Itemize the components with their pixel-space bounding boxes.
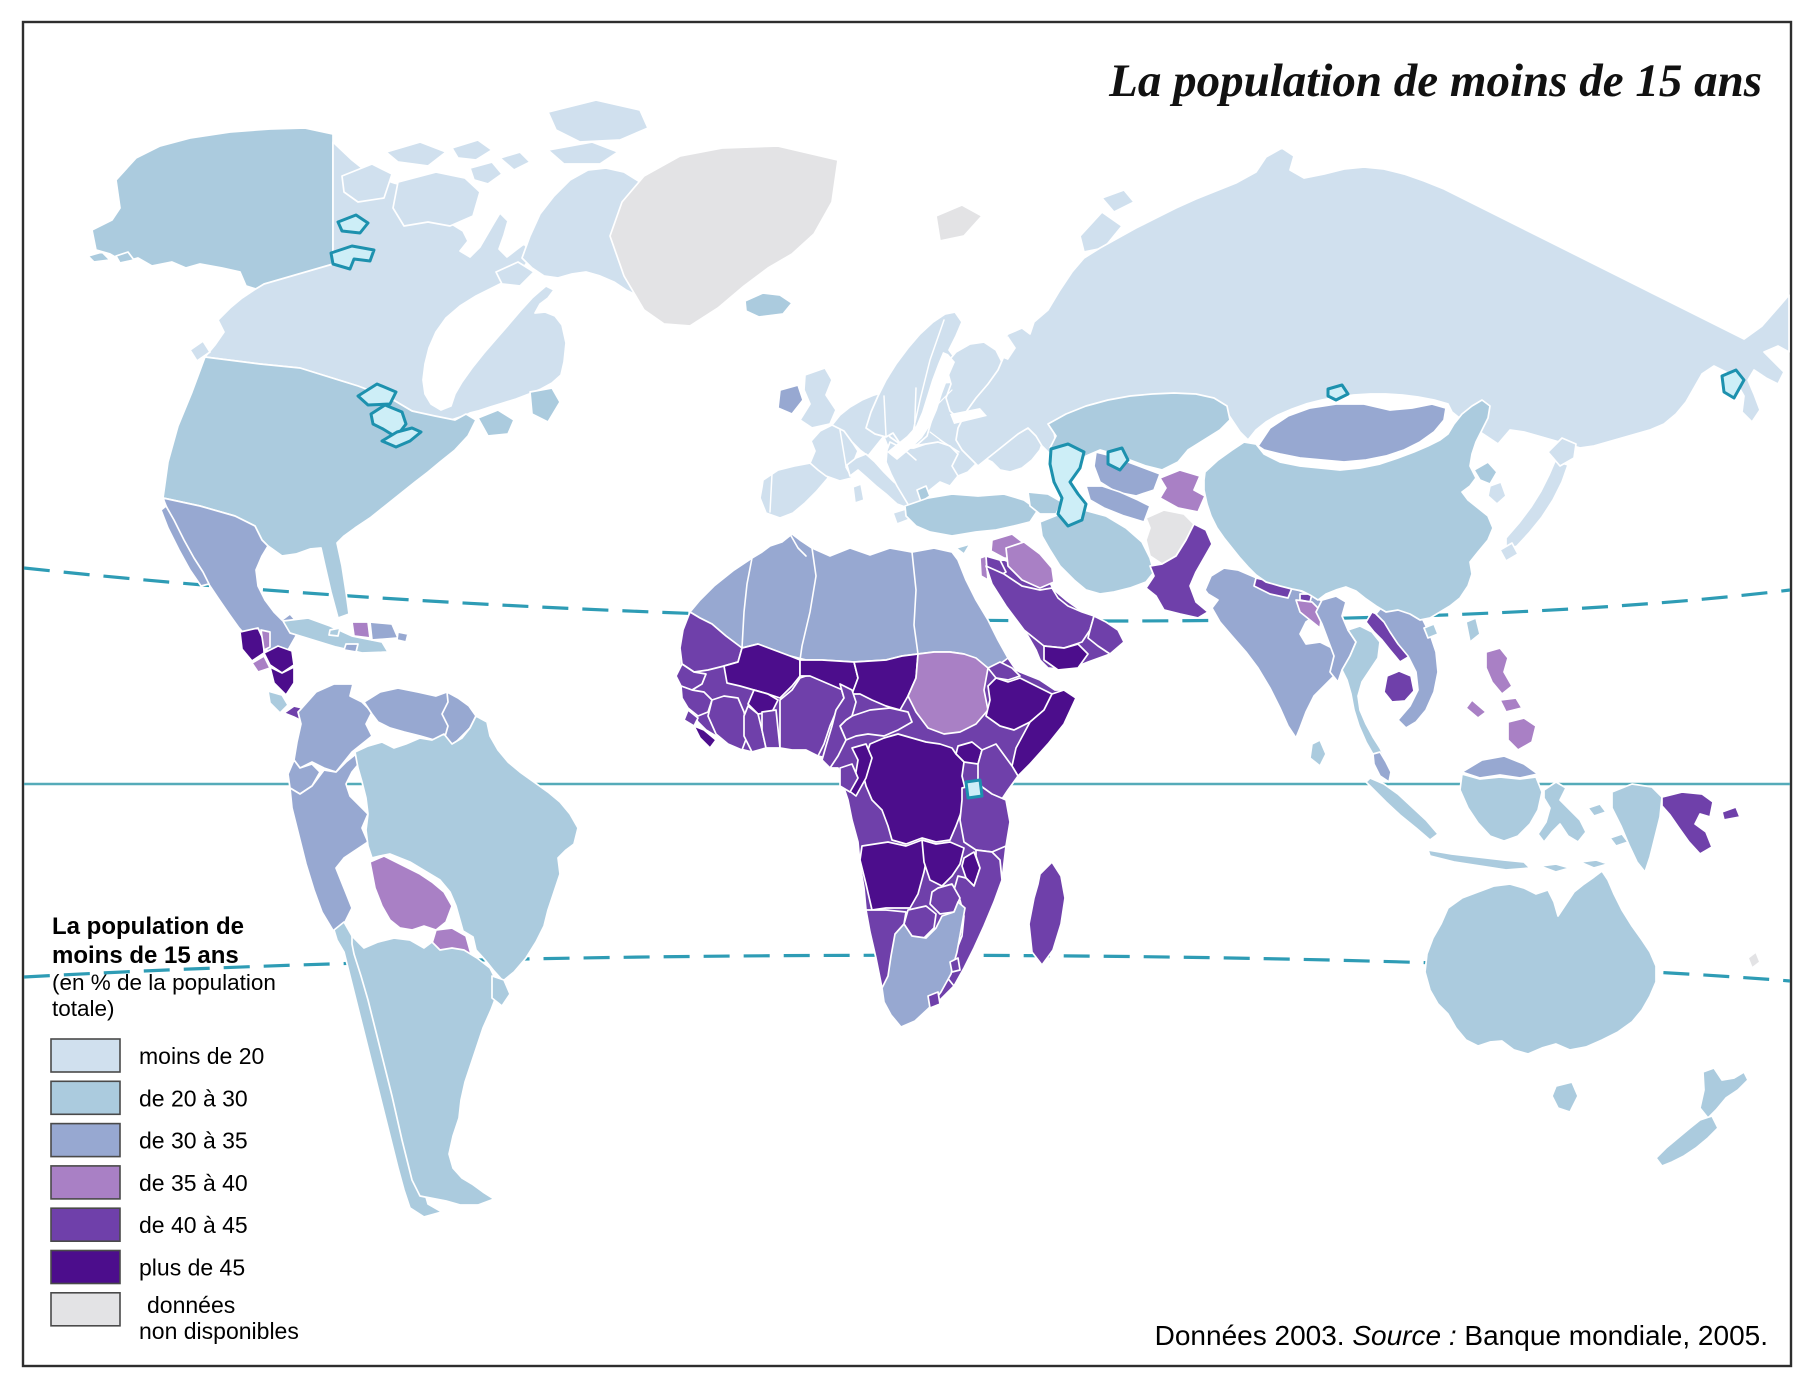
svg-text:La population de moins de 15 a: La population de moins de 15 ans — [1108, 55, 1762, 107]
svg-text:de 20 à 30: de 20 à 30 — [139, 1085, 248, 1111]
svg-text:(en % de la population: (en % de la population — [52, 970, 276, 995]
svg-text:de 40 à 45: de 40 à 45 — [139, 1212, 248, 1238]
svg-text:données: données — [147, 1292, 235, 1318]
svg-text:de 30 à 35: de 30 à 35 — [139, 1128, 248, 1154]
svg-text:Données 2003. Source : Banque: Données 2003. Source : Banque mondiale, … — [1155, 1320, 1768, 1351]
svg-text:moins de 15 ans: moins de 15 ans — [52, 942, 239, 969]
svg-text:La population de: La population de — [52, 913, 244, 940]
svg-text:moins de 20: moins de 20 — [139, 1043, 264, 1069]
svg-text:totale): totale) — [52, 996, 115, 1021]
svg-text:plus de 45: plus de 45 — [139, 1255, 245, 1281]
svg-text:de 35 à 40: de 35 à 40 — [139, 1170, 248, 1196]
svg-text:non disponibles: non disponibles — [139, 1318, 299, 1344]
